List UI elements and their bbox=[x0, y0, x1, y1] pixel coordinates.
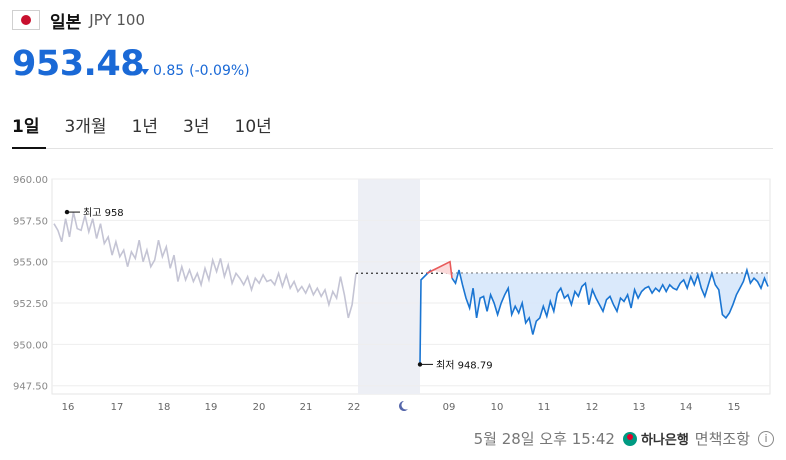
today-series-line bbox=[451, 267, 769, 335]
footer: 5월 28일 오후 15:42 하나은행 면책조항 i bbox=[474, 428, 774, 449]
change-percent: (-0.09%) bbox=[189, 63, 250, 79]
x-tick-label: 12 bbox=[586, 402, 599, 413]
x-tick-label: 13 bbox=[633, 402, 646, 413]
y-tick-label: 947.50 bbox=[13, 382, 48, 393]
bank-source: 하나은행 bbox=[622, 429, 689, 448]
x-tick-label: 16 bbox=[62, 402, 75, 413]
tab-divider bbox=[12, 148, 773, 149]
y-tick-label: 957.50 bbox=[13, 216, 48, 227]
y-tick-label: 950.00 bbox=[13, 340, 48, 351]
high-label: 최고 958 bbox=[83, 207, 124, 219]
x-tick-label: 10 bbox=[491, 402, 504, 413]
info-icon[interactable]: i bbox=[758, 430, 774, 447]
x-tick-label: 22 bbox=[348, 402, 361, 413]
x-tick-label: 19 bbox=[205, 402, 218, 413]
active-tab-underline bbox=[12, 147, 46, 149]
x-tick-label: 11 bbox=[538, 402, 551, 413]
japan-flag-icon bbox=[12, 10, 40, 30]
low-label: 최저 948.79 bbox=[436, 359, 493, 371]
x-tick-label: 14 bbox=[680, 402, 693, 413]
x-tick-label: 17 bbox=[111, 402, 124, 413]
tab-1d[interactable]: 1일 bbox=[12, 117, 40, 137]
currency-name: 일본 bbox=[50, 12, 82, 33]
down-arrow-icon bbox=[141, 69, 149, 75]
moon-icon bbox=[399, 401, 408, 411]
tab-3m[interactable]: 3개월 bbox=[64, 117, 107, 137]
x-tick-label: 20 bbox=[253, 402, 266, 413]
y-tick-label: 960.00 bbox=[13, 175, 48, 186]
y-tick-label: 952.50 bbox=[13, 299, 48, 310]
x-tick-label: 18 bbox=[158, 402, 171, 413]
price-chart[interactable]: 960.00 957.50 955.00 952.50 950.00 947.50 16 17… bbox=[0, 160, 786, 415]
tab-1y[interactable]: 1년 bbox=[131, 117, 159, 137]
night-session-band bbox=[358, 179, 420, 394]
tab-3y[interactable]: 3년 bbox=[183, 117, 210, 137]
disclaimer-link[interactable]: 면책조항 bbox=[694, 430, 750, 448]
above-close-area bbox=[431, 261, 451, 275]
header: 일본 JPY 100 bbox=[12, 8, 145, 33]
timestamp: 5월 28일 오후 15:42 bbox=[473, 430, 615, 448]
history-series-line bbox=[53, 211, 357, 319]
period-tabs: 1일 3개월 1년 3년 10년 bbox=[12, 112, 297, 137]
currency-code: JPY 100 bbox=[89, 11, 145, 29]
y-tick-label: 955.00 bbox=[13, 258, 48, 269]
price-change: 0.85 (-0.09%) bbox=[141, 63, 250, 79]
above-close-line bbox=[426, 260, 453, 279]
below-close-area bbox=[452, 273, 768, 335]
x-tick-label: 09 bbox=[443, 402, 456, 413]
current-price: 953.48 bbox=[12, 44, 145, 84]
x-tick-label: 15 bbox=[728, 402, 741, 413]
x-tick-label: 21 bbox=[300, 402, 313, 413]
change-value: 0.85 bbox=[153, 63, 185, 79]
tab-10y[interactable]: 10년 bbox=[234, 117, 272, 137]
hana-bank-logo-icon bbox=[622, 431, 637, 446]
bank-name: 하나은행 bbox=[640, 433, 689, 448]
